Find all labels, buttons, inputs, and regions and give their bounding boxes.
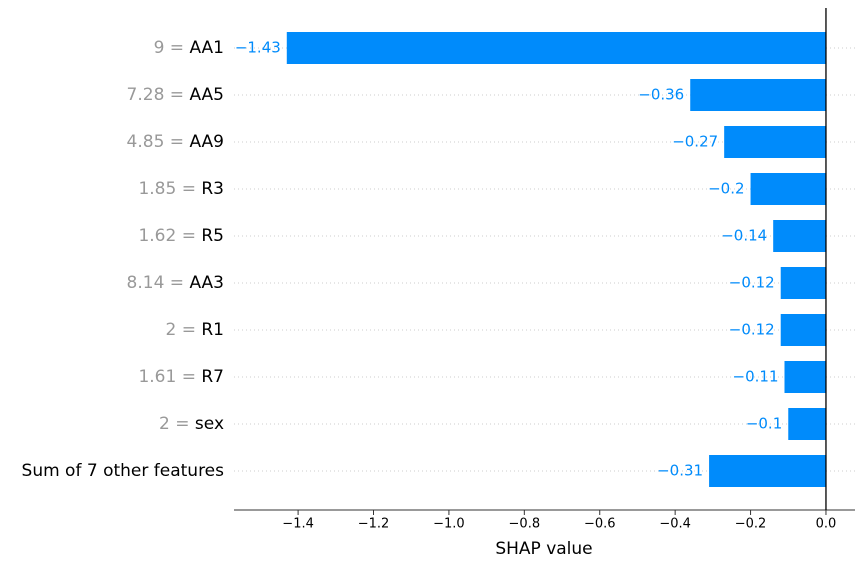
value-label: −0.36 <box>638 86 684 104</box>
value-label: −0.31 <box>657 462 703 480</box>
bar <box>286 32 826 64</box>
y-tick-label: 8.14 = AA3 <box>127 273 224 293</box>
y-tick-label: 9 = AA1 <box>154 38 224 58</box>
x-tick-label: −0.6 <box>584 517 616 532</box>
value-label: −1.43 <box>235 39 281 57</box>
x-axis-label: SHAP value <box>495 539 592 559</box>
bar <box>750 173 826 205</box>
x-tick-label: −1.4 <box>282 517 314 532</box>
y-tick-label: 1.85 = R3 <box>138 179 224 199</box>
bar <box>690 79 826 111</box>
value-label: −0.1 <box>746 415 782 433</box>
bar <box>709 455 826 487</box>
value-label: −0.2 <box>708 180 744 198</box>
y-tick-label: 2 = sex <box>159 414 224 434</box>
bar <box>788 408 826 440</box>
x-tick-label: −0.2 <box>735 517 767 532</box>
x-tick-label: −0.4 <box>659 517 691 532</box>
value-label: −0.12 <box>729 274 775 292</box>
value-label: −0.27 <box>672 133 718 151</box>
y-tick-label: 1.62 = R5 <box>138 226 224 246</box>
bar <box>784 361 826 393</box>
x-tick-label: −0.8 <box>509 517 541 532</box>
y-tick-label: 1.61 = R7 <box>138 367 224 387</box>
x-tick-label: −1.0 <box>433 517 465 532</box>
bar <box>780 267 826 299</box>
value-label: −0.14 <box>721 227 767 245</box>
y-tick-label: 2 = R1 <box>165 320 224 340</box>
x-tick-label: 0.0 <box>816 517 837 532</box>
value-label: −0.12 <box>729 321 775 339</box>
bar <box>724 126 826 158</box>
y-tick-label: Sum of 7 other features <box>22 461 225 481</box>
bar <box>773 220 826 252</box>
value-label: −0.11 <box>733 368 779 386</box>
bar <box>780 314 826 346</box>
y-tick-label: 7.28 = AA5 <box>127 85 224 105</box>
y-tick-label: 4.85 = AA9 <box>127 132 224 152</box>
x-tick-label: −1.2 <box>358 517 390 532</box>
